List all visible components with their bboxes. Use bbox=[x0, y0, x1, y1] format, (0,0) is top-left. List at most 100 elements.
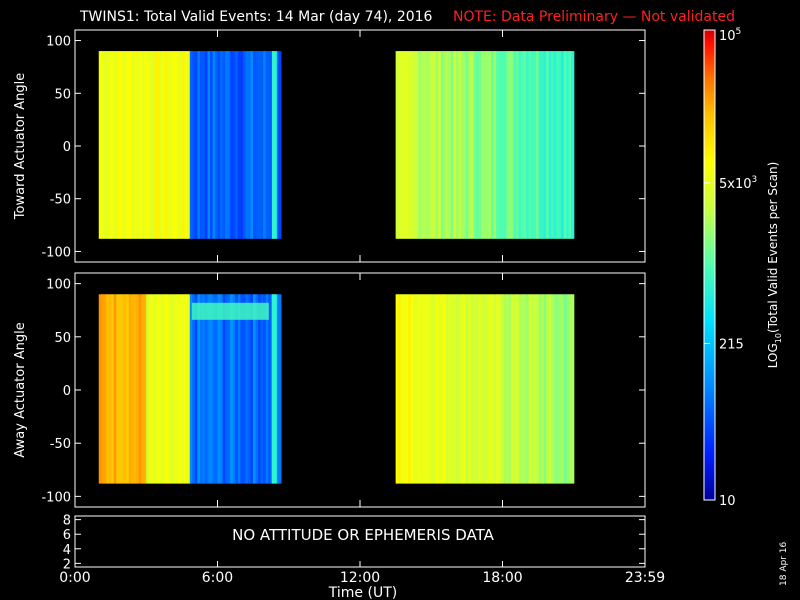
heatmap-stripe bbox=[521, 51, 525, 239]
heatmap-stripe bbox=[210, 51, 214, 239]
heatmap-stripe bbox=[571, 51, 575, 239]
x-tick-label: 12:00 bbox=[340, 570, 380, 586]
heatmap-stripe bbox=[440, 294, 444, 484]
heatmap-stripe bbox=[101, 294, 105, 484]
heatmap-stripe bbox=[546, 294, 550, 484]
heatmap-stripe bbox=[563, 51, 567, 239]
heatmap-stripe bbox=[521, 294, 525, 484]
heatmap-stripe bbox=[250, 51, 254, 239]
heatmap-stripe bbox=[395, 51, 399, 239]
heatmap-stripe bbox=[197, 51, 201, 239]
heatmap-stripe bbox=[113, 51, 118, 239]
heatmap-stripe bbox=[220, 51, 224, 239]
heatmap-stripe bbox=[179, 51, 183, 239]
heatmap-stripe bbox=[448, 294, 452, 484]
heatmap-stripe bbox=[202, 51, 206, 239]
heatmap-stripe bbox=[154, 51, 158, 239]
heatmap-stripe bbox=[242, 294, 247, 484]
heatmap-stripe bbox=[247, 51, 252, 239]
heatmap-stripe bbox=[121, 51, 125, 239]
y-tick-label: -50 bbox=[50, 437, 71, 452]
heatmap-stripe bbox=[483, 294, 487, 484]
heatmap-stripe bbox=[463, 294, 467, 484]
heatmap-stripe bbox=[470, 294, 474, 484]
heatmap-stripe bbox=[548, 51, 552, 239]
heatmap-stripe bbox=[428, 294, 432, 484]
heatmap-stripe bbox=[116, 294, 120, 484]
heatmap-stripe bbox=[116, 51, 120, 239]
heatmap-stripe bbox=[263, 51, 267, 239]
heatmap-stripe bbox=[568, 294, 572, 484]
heatmap-stripe bbox=[403, 294, 407, 484]
y-tick-label: 8 bbox=[63, 514, 71, 529]
heatmap-stripe bbox=[433, 294, 437, 484]
heatmap-stripe bbox=[232, 51, 236, 239]
heatmap-stripe bbox=[503, 51, 507, 239]
heatmap-stripe bbox=[465, 294, 469, 484]
heatmap-segment bbox=[395, 51, 575, 239]
heatmap-stripe bbox=[531, 51, 535, 239]
heatmap-stripe bbox=[222, 294, 226, 484]
heatmap-stripe bbox=[536, 51, 540, 239]
heatmap-stripe bbox=[508, 294, 512, 484]
heatmap-segment bbox=[189, 294, 282, 484]
heatmap-stripe bbox=[177, 51, 181, 239]
heatmap-stripe bbox=[263, 294, 267, 484]
heatmap-stripe bbox=[146, 294, 150, 484]
heatmap-stripe bbox=[131, 51, 135, 239]
heatmap-stripe bbox=[134, 51, 138, 239]
heatmap-stripe bbox=[536, 294, 540, 484]
heatmap-stripe bbox=[516, 294, 520, 484]
heatmap-stripe bbox=[258, 294, 262, 484]
y-axis-label: Away Actuator Angle bbox=[13, 322, 28, 457]
colorbar-gradient bbox=[703, 29, 716, 501]
heatmap-stripe bbox=[235, 51, 239, 239]
heatmap-stripe bbox=[106, 51, 110, 239]
heatmap-stripe bbox=[413, 51, 417, 239]
heatmap-stripe bbox=[242, 51, 247, 239]
heatmap-stripe bbox=[568, 51, 572, 239]
heatmap-stripe bbox=[174, 51, 178, 239]
x-tick-label: 23:59 bbox=[625, 570, 665, 586]
heatmap-stripe bbox=[255, 294, 259, 484]
y-axis-label: Toward Actuator Angle bbox=[13, 73, 28, 220]
heatmap-stripe bbox=[189, 294, 193, 484]
heatmap-stripe bbox=[435, 294, 439, 484]
heatmap-stripe bbox=[400, 294, 404, 484]
heatmap-stripe bbox=[420, 294, 424, 484]
heatmap-stripe bbox=[541, 51, 545, 239]
heatmap-stripe bbox=[463, 51, 467, 239]
heatmap-band bbox=[191, 302, 269, 320]
heatmap-stripe bbox=[187, 294, 191, 484]
heatmap-stripe bbox=[156, 294, 160, 484]
heatmap-stripe bbox=[473, 51, 477, 239]
heatmap-stripe bbox=[513, 294, 517, 484]
heatmap-stripe bbox=[455, 294, 459, 484]
heatmap-stripe bbox=[202, 294, 206, 484]
heatmap-stripe bbox=[260, 51, 264, 239]
heatmap-stripe bbox=[194, 294, 198, 484]
heatmap-stripe bbox=[398, 294, 402, 484]
heatmap-stripe bbox=[258, 51, 262, 239]
heatmap-stripe bbox=[460, 294, 464, 484]
heatmap-stripe bbox=[207, 294, 211, 484]
heatmap-stripe bbox=[558, 294, 562, 484]
y-tick-label: -100 bbox=[41, 245, 71, 260]
heatmap-stripe bbox=[225, 51, 229, 239]
heatmap-stripe bbox=[453, 51, 457, 239]
heatmap-stripe bbox=[240, 51, 244, 239]
heatmap-stripe bbox=[478, 51, 482, 239]
heatmap-stripe bbox=[458, 51, 462, 239]
heatmap-stripe bbox=[468, 51, 472, 239]
heatmap-stripe bbox=[556, 51, 560, 239]
heatmap-stripe bbox=[553, 51, 557, 239]
x-tick-label: 18:00 bbox=[482, 570, 522, 586]
heatmap-stripe bbox=[278, 51, 282, 239]
heatmap-stripe bbox=[174, 294, 178, 484]
colorbar-tick-label: 105 bbox=[719, 27, 741, 44]
heatmap-stripe bbox=[430, 51, 434, 239]
colorbar-label: LOG10(Total Valid Events per Scan) bbox=[766, 162, 783, 369]
heatmap-stripe bbox=[508, 51, 512, 239]
heatmap-stripe bbox=[440, 51, 444, 239]
heatmap-stripe bbox=[490, 51, 495, 239]
